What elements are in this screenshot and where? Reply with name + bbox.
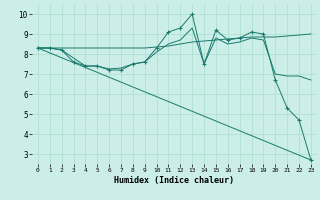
X-axis label: Humidex (Indice chaleur): Humidex (Indice chaleur) <box>115 176 234 185</box>
